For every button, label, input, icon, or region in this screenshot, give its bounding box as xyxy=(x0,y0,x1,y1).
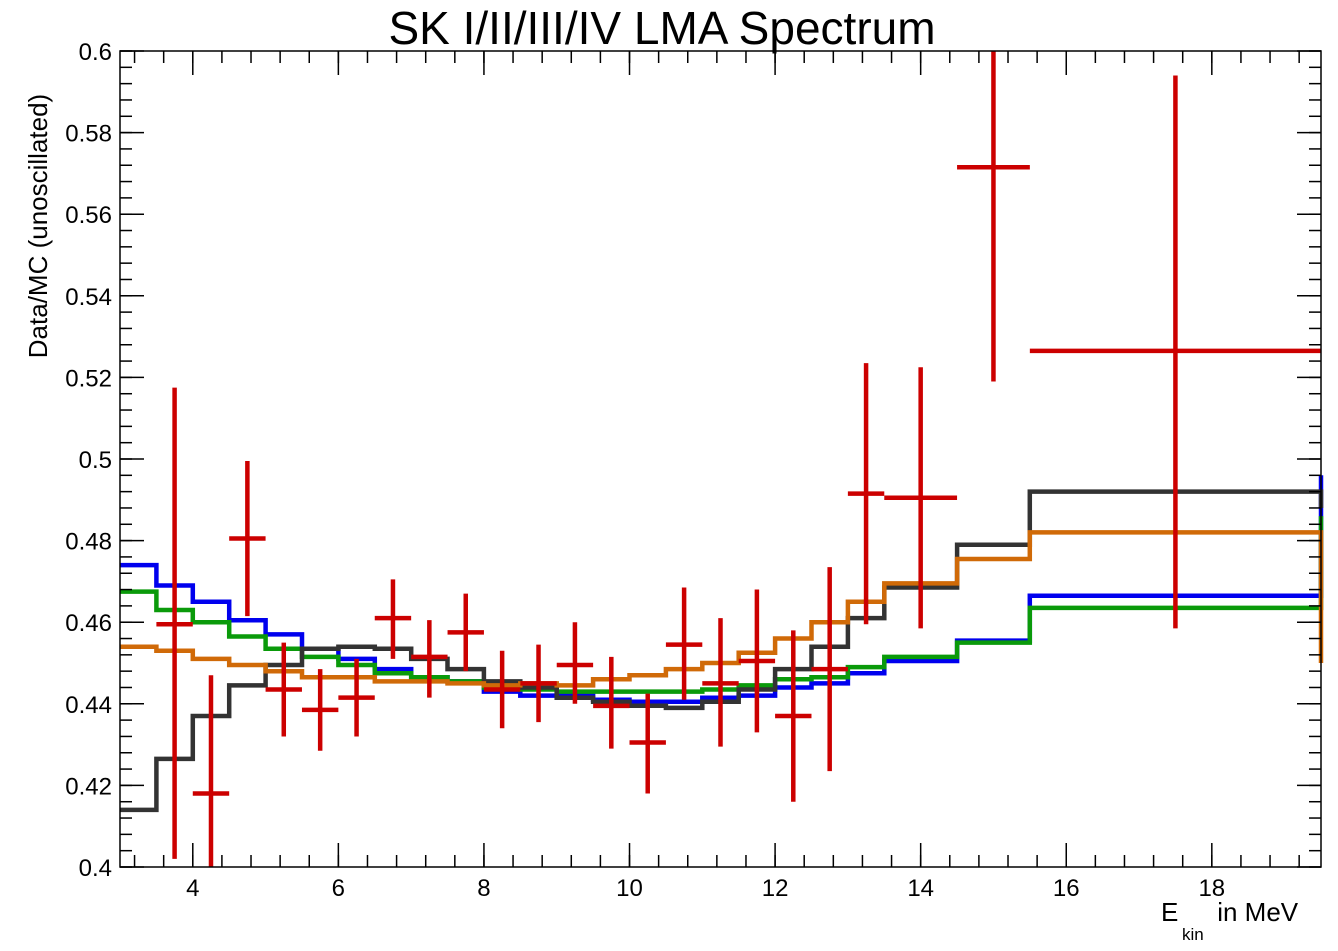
data-point-1 xyxy=(192,675,230,867)
x-tick-labels: 4 6 8 10 12 14 16 18 xyxy=(186,875,1225,902)
y-tick-label: 0.56 xyxy=(65,202,112,229)
data-point-2 xyxy=(229,461,266,617)
data-point-0 xyxy=(156,387,193,859)
series-layer xyxy=(120,475,1324,813)
y-tick-label: 0.4 xyxy=(79,855,112,882)
y-tick-label: 0.46 xyxy=(65,610,112,637)
y-tick-label: 0.5 xyxy=(79,447,112,474)
data-point-22 xyxy=(1029,75,1321,629)
data-points-layer xyxy=(156,51,1321,867)
data-point-4 xyxy=(301,669,339,751)
y-axis-label: Data/MC (unoscillated) xyxy=(23,94,53,358)
x-tick-label: 12 xyxy=(762,875,789,902)
x-tick-label: 14 xyxy=(907,875,934,902)
data-point-8 xyxy=(447,593,484,672)
x-tick-label: 4 xyxy=(186,875,199,902)
y-tick-label: 0.58 xyxy=(65,121,112,148)
x-axis-label-main: E xyxy=(1161,897,1178,927)
x-axis-label-unit: in MeV xyxy=(1210,897,1299,927)
data-point-11 xyxy=(556,622,594,704)
data-point-17 xyxy=(775,630,812,802)
data-point-13 xyxy=(629,693,666,794)
x-axis-label-sub: kin xyxy=(1182,925,1204,944)
x-tick-label: 16 xyxy=(1053,875,1080,902)
y-tick-label: 0.52 xyxy=(65,365,112,392)
data-point-12 xyxy=(593,656,630,749)
x-tick-label: 18 xyxy=(1198,875,1225,902)
x-tick-label: 6 xyxy=(332,875,345,902)
y-tick-label: 0.6 xyxy=(79,39,112,66)
data-point-15 xyxy=(702,618,739,747)
y-tick-label: 0.54 xyxy=(65,284,112,311)
data-point-18 xyxy=(811,567,848,772)
data-point-10 xyxy=(520,644,557,723)
data-point-3 xyxy=(265,642,302,737)
data-point-20 xyxy=(884,367,958,629)
y-tick-label: 0.44 xyxy=(65,692,112,719)
series-3-line xyxy=(120,530,1324,688)
y-tick-labels: 0.4 0.42 0.44 0.46 0.48 0.5 0.52 0.54 0.56 0.58 0.… xyxy=(65,39,112,882)
data-point-5 xyxy=(338,658,375,737)
data-point-16 xyxy=(738,589,776,733)
data-point-14 xyxy=(665,587,703,700)
y-tick-label: 0.48 xyxy=(65,529,112,556)
data-point-21 xyxy=(957,51,1030,382)
data-point-19 xyxy=(847,363,885,625)
data-point-6 xyxy=(374,579,412,659)
x-tick-label: 8 xyxy=(477,875,490,902)
x-tick-label: 10 xyxy=(616,875,643,902)
y-tick-label: 0.42 xyxy=(65,773,112,800)
data-point-7 xyxy=(411,620,448,698)
ticks-layer xyxy=(120,50,1321,868)
chart-title: SK I/II/III/IV LMA Spectrum xyxy=(388,2,935,54)
data-point-9 xyxy=(483,650,521,729)
